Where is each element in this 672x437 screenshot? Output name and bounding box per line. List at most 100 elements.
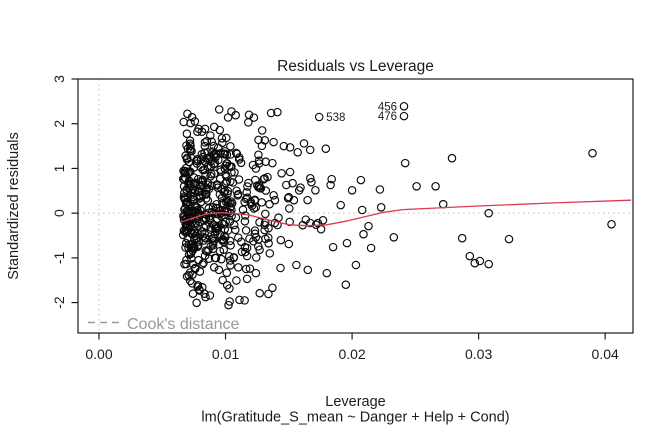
cluster-point <box>231 213 241 222</box>
cluster-point <box>251 175 260 185</box>
cluster-point <box>216 167 226 176</box>
data-point <box>223 113 233 122</box>
outlier-label-538: 538 <box>326 112 345 124</box>
cluster-point <box>227 211 236 221</box>
cluster-point <box>186 221 195 231</box>
cluster-point <box>242 188 251 197</box>
data-point <box>214 105 224 114</box>
cluster-point <box>255 218 264 227</box>
data-point <box>351 260 361 270</box>
cluster-point <box>207 137 216 146</box>
cluster-point <box>204 184 214 194</box>
cluster-point <box>225 297 234 306</box>
cluster-point <box>219 149 228 158</box>
cluster-point <box>264 289 273 299</box>
cluster-point <box>190 117 200 126</box>
data-point <box>282 180 291 190</box>
axes-layer: 0.00 0.01 0.02 0.03 0.04 -2 -1 0 1 2 3 <box>51 75 634 362</box>
cluster-point <box>200 141 210 151</box>
data-point <box>242 274 252 284</box>
cluster-point <box>225 236 235 246</box>
cluster-point <box>232 276 241 285</box>
cluster-point <box>192 298 201 308</box>
data-point <box>400 158 410 168</box>
cluster-point <box>221 170 230 179</box>
data-point <box>299 139 309 148</box>
cluster-point <box>190 264 200 274</box>
data-point <box>265 249 275 258</box>
data-point <box>251 268 261 278</box>
cluster-point <box>201 292 210 302</box>
cluster-point <box>255 245 264 255</box>
data-point <box>341 280 351 289</box>
data-point <box>269 137 278 147</box>
cluster-point <box>204 254 214 263</box>
cluster-point <box>321 144 331 153</box>
data-point <box>269 191 278 200</box>
cluster-point <box>191 201 200 211</box>
data-point <box>326 180 335 190</box>
cluster-point <box>285 217 294 227</box>
cluster-point <box>190 179 200 189</box>
data-point <box>336 200 345 210</box>
cluster-point <box>264 233 273 242</box>
data-point <box>285 143 295 152</box>
cluster-point <box>303 195 312 205</box>
cluster-point <box>240 197 249 207</box>
cluster-point <box>185 276 195 286</box>
data-point <box>293 148 302 157</box>
data-point <box>266 108 276 118</box>
data-point <box>359 229 368 239</box>
cluster-point <box>229 253 238 263</box>
cluster-point <box>224 252 234 261</box>
data-point <box>306 174 315 183</box>
cluster-point <box>208 202 218 212</box>
cluster-point <box>200 138 210 147</box>
outlier-point-538 <box>314 112 324 122</box>
cluster-point <box>195 267 205 276</box>
data-point <box>447 153 457 163</box>
cluster-point <box>213 183 223 192</box>
cluster-point <box>250 226 260 235</box>
data-point <box>313 218 323 228</box>
cluster-point <box>260 220 269 230</box>
y-axis-tick-label: -1 <box>51 251 67 264</box>
cluster-point <box>188 259 198 269</box>
cluster-point <box>226 261 235 270</box>
cluster-point <box>210 153 220 163</box>
cooks-distance-legend: Cook's distance <box>88 316 240 333</box>
outlier-point-456 <box>399 102 409 111</box>
data-point <box>504 234 514 244</box>
cluster-point <box>198 227 207 236</box>
cluster-point <box>242 251 252 261</box>
cluster-point <box>217 134 227 143</box>
data-point <box>254 182 263 192</box>
cluster-point <box>186 141 195 150</box>
cluster-point <box>198 282 207 292</box>
cluster-point <box>190 242 199 251</box>
cluster-point <box>198 165 208 175</box>
cluster-point <box>224 300 233 310</box>
x-axis-tick-label: 0.02 <box>338 346 365 362</box>
plot-title: Residuals vs Leverage <box>277 58 434 75</box>
data-point <box>242 243 252 253</box>
cluster-point <box>230 168 239 177</box>
cluster-point <box>181 163 191 173</box>
cluster-point <box>243 182 252 191</box>
cluster-point <box>245 264 255 273</box>
cluster-point <box>251 164 261 173</box>
cluster-point <box>198 180 208 190</box>
data-point <box>607 220 616 229</box>
cluster-point <box>223 186 233 196</box>
outlier-point-476 <box>399 111 409 121</box>
data-point <box>260 136 270 145</box>
cluster-point <box>182 129 192 138</box>
data-point <box>257 126 267 135</box>
cluster-point <box>183 109 192 119</box>
cluster-point <box>246 199 256 208</box>
data-point <box>285 167 295 177</box>
data-point <box>364 221 373 231</box>
cluster-point <box>221 217 230 227</box>
cluster-point <box>184 179 193 189</box>
